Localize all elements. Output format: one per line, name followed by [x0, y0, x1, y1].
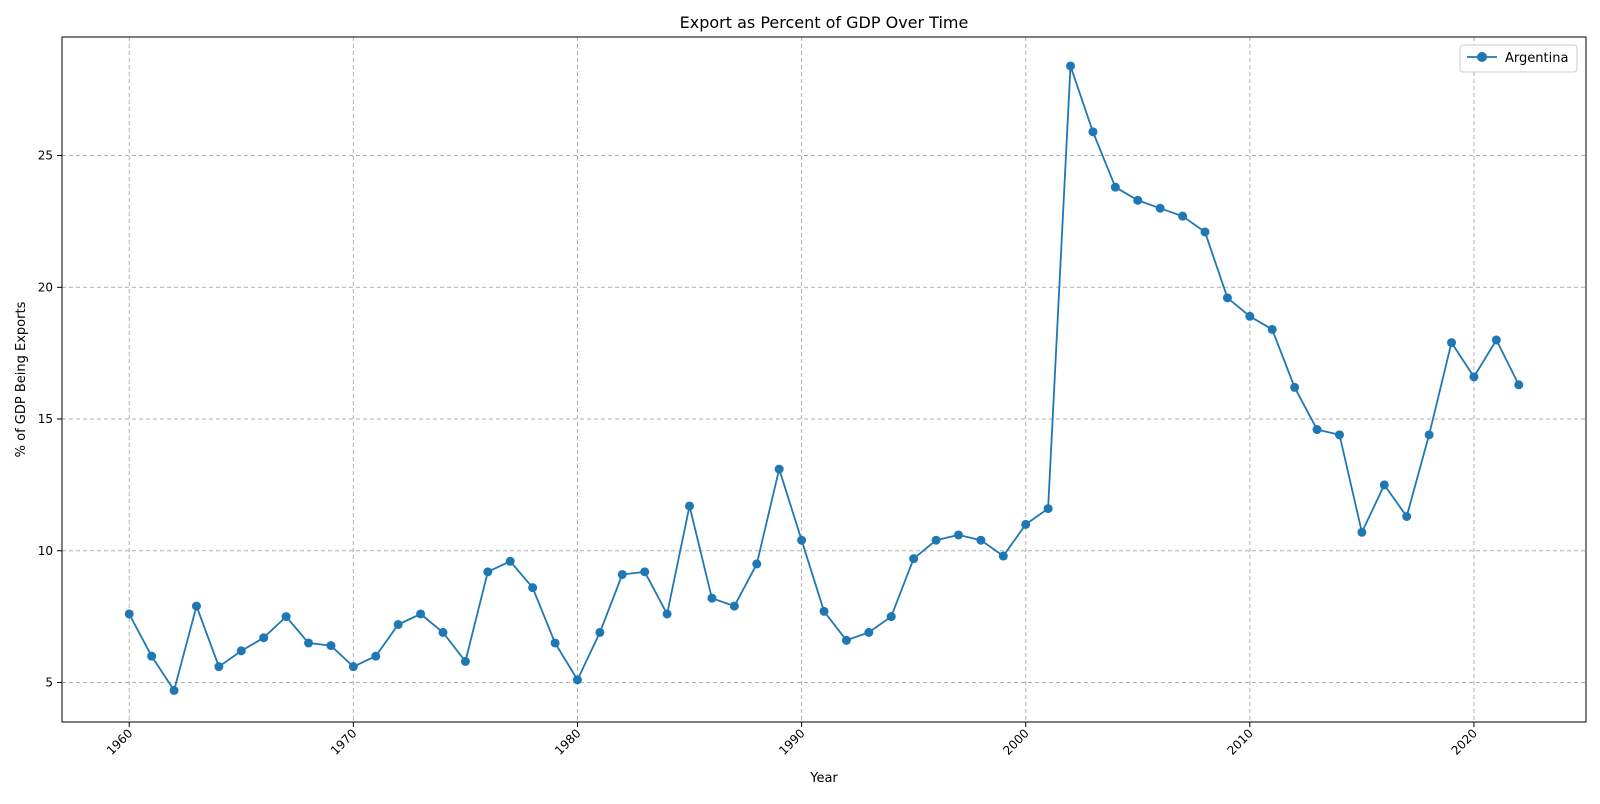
data-point [124, 609, 134, 619]
data-point [729, 601, 739, 611]
data-point [1245, 311, 1255, 321]
data-point [348, 662, 358, 672]
data-point [528, 583, 538, 593]
data-point [483, 567, 493, 577]
data-point [1491, 335, 1501, 345]
data-point [326, 641, 336, 651]
data-point [1267, 324, 1277, 334]
data-point [169, 685, 179, 695]
data-point [976, 535, 986, 545]
data-point [191, 601, 201, 611]
data-point [1110, 182, 1120, 192]
data-point [505, 556, 515, 566]
data-point [1066, 61, 1076, 71]
data-point [214, 662, 224, 672]
data-point [1021, 519, 1031, 529]
data-point [1133, 195, 1143, 205]
legend-box [1459, 44, 1578, 73]
data-point [371, 651, 381, 661]
legend: Argentina [1459, 44, 1578, 73]
data-point [1334, 430, 1344, 440]
data-point [1469, 372, 1479, 382]
data-point [685, 501, 695, 511]
data-point [774, 464, 784, 474]
data-point [438, 627, 448, 637]
data-point [909, 554, 919, 564]
y-tick-label: 25 [38, 149, 53, 163]
data-point [931, 535, 941, 545]
data-point [1514, 380, 1524, 390]
data-point [1312, 425, 1322, 435]
data-point [886, 612, 896, 622]
data-point [1447, 338, 1457, 348]
data-point [1379, 480, 1389, 490]
data-point [1088, 127, 1098, 137]
data-point [147, 651, 157, 661]
chart-title: Export as Percent of GDP Over Time [680, 13, 969, 32]
data-point [640, 567, 650, 577]
data-point [1402, 512, 1412, 521]
data-point [864, 627, 874, 637]
series-layer [124, 61, 1524, 695]
data-point [236, 646, 246, 656]
data-point [416, 609, 426, 619]
data-point [953, 530, 963, 540]
data-point [797, 535, 807, 545]
y-tick-label: 10 [38, 544, 53, 558]
x-axis-label: Year [809, 771, 838, 786]
plot-frame [61, 36, 1587, 723]
data-point [304, 638, 314, 648]
data-point [572, 675, 582, 685]
data-point [1222, 293, 1232, 303]
data-point [752, 559, 762, 569]
y-tick-label: 15 [38, 412, 53, 426]
data-point [617, 569, 627, 579]
data-point [460, 656, 470, 666]
data-point [1357, 527, 1367, 537]
data-point [1043, 504, 1053, 514]
grid [62, 37, 1586, 722]
data-point [550, 638, 560, 648]
y-axis-label: % of GDP Being Exports [14, 301, 29, 457]
legend-marker-swatch [1477, 52, 1487, 62]
data-point [662, 609, 672, 619]
data-point [259, 633, 269, 643]
data-point [841, 635, 851, 645]
data-point [1424, 430, 1434, 440]
y-tick-label: 5 [45, 675, 53, 689]
data-point [393, 620, 403, 630]
y-tick-label: 20 [38, 280, 53, 294]
data-point [595, 627, 605, 637]
data-point [819, 606, 829, 616]
data-point [998, 551, 1008, 561]
data-point [707, 593, 717, 603]
legend-label: Argentina [1505, 51, 1568, 66]
data-point [281, 612, 291, 622]
data-point [1155, 203, 1165, 213]
data-point [1290, 382, 1300, 392]
data-point [1200, 227, 1210, 237]
data-point [1178, 211, 1188, 221]
